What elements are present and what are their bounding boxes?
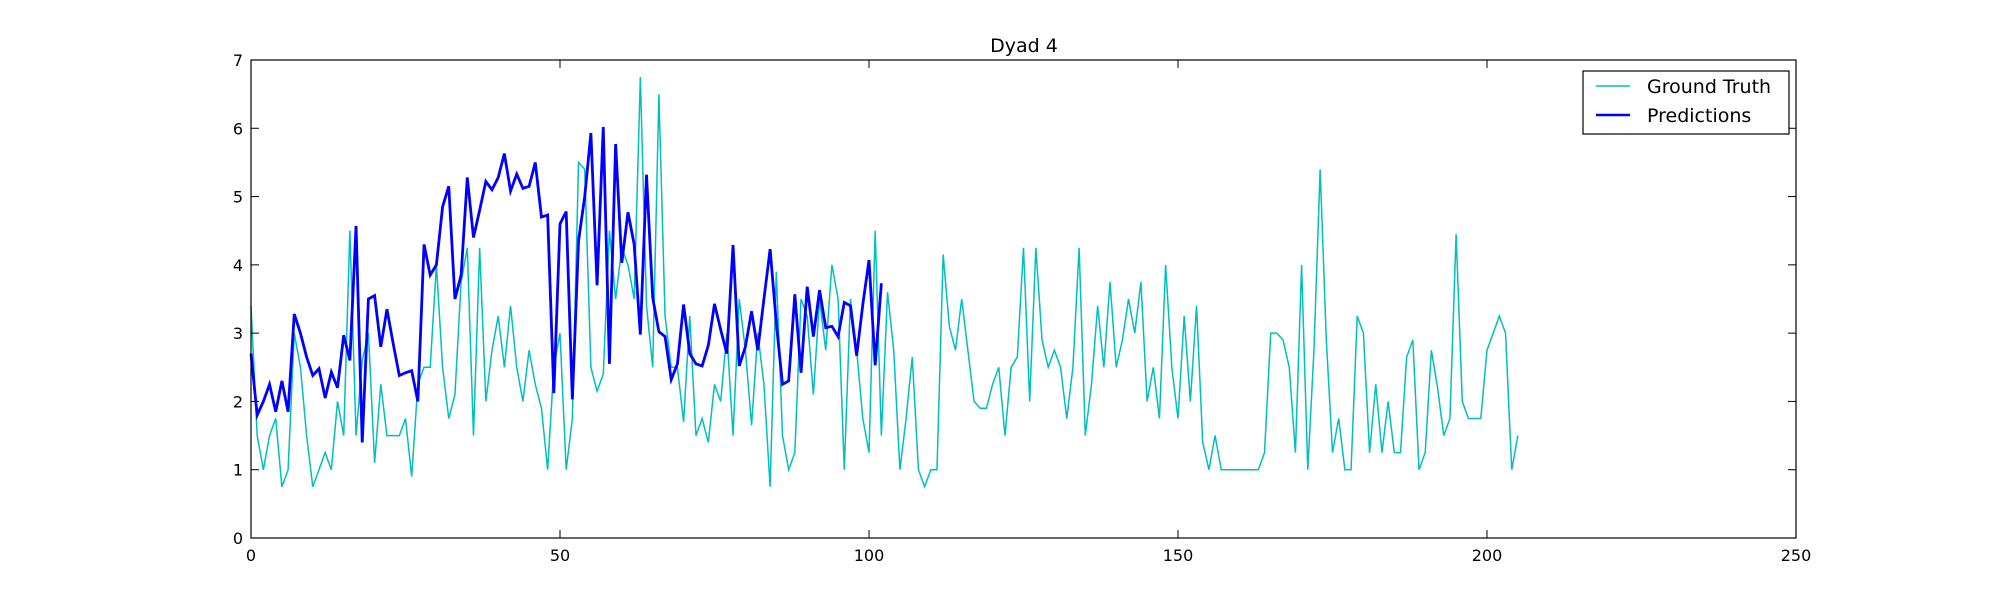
legend-label-ground-truth: Ground Truth bbox=[1647, 76, 1771, 98]
x-tick-label: 0 bbox=[246, 546, 256, 565]
plot-frame bbox=[250, 59, 1797, 539]
x-tick-label: 150 bbox=[1163, 546, 1194, 565]
y-tick-label: 3 bbox=[233, 324, 243, 343]
y-tick-label: 4 bbox=[233, 256, 243, 275]
x-tick-label: 200 bbox=[1472, 546, 1503, 565]
chart-title: Dyad 4 bbox=[990, 35, 1058, 57]
y-tick-label: 1 bbox=[233, 461, 243, 480]
y-tick-label: 2 bbox=[233, 392, 243, 411]
series-layer bbox=[249, 77, 1519, 489]
x-tick-label: 50 bbox=[550, 546, 570, 565]
plot-area bbox=[251, 60, 1796, 538]
legend-label-predictions: Predictions bbox=[1647, 105, 1751, 127]
y-tick-label: 0 bbox=[233, 529, 243, 548]
y-axis: 0 1 2 3 4 5 6 7 bbox=[233, 51, 1796, 548]
y-tick-label: 6 bbox=[233, 119, 243, 138]
x-axis: 0 50 100 150 200 250 bbox=[246, 60, 1811, 565]
series-line-predictions bbox=[249, 126, 883, 443]
y-tick-label: 5 bbox=[233, 188, 243, 207]
legend-box bbox=[1582, 70, 1790, 135]
x-tick-label: 100 bbox=[854, 546, 885, 565]
x-tick-label: 250 bbox=[1781, 546, 1812, 565]
y-tick-label: 7 bbox=[233, 51, 243, 70]
legend: Ground Truth Predictions bbox=[1582, 70, 1790, 135]
